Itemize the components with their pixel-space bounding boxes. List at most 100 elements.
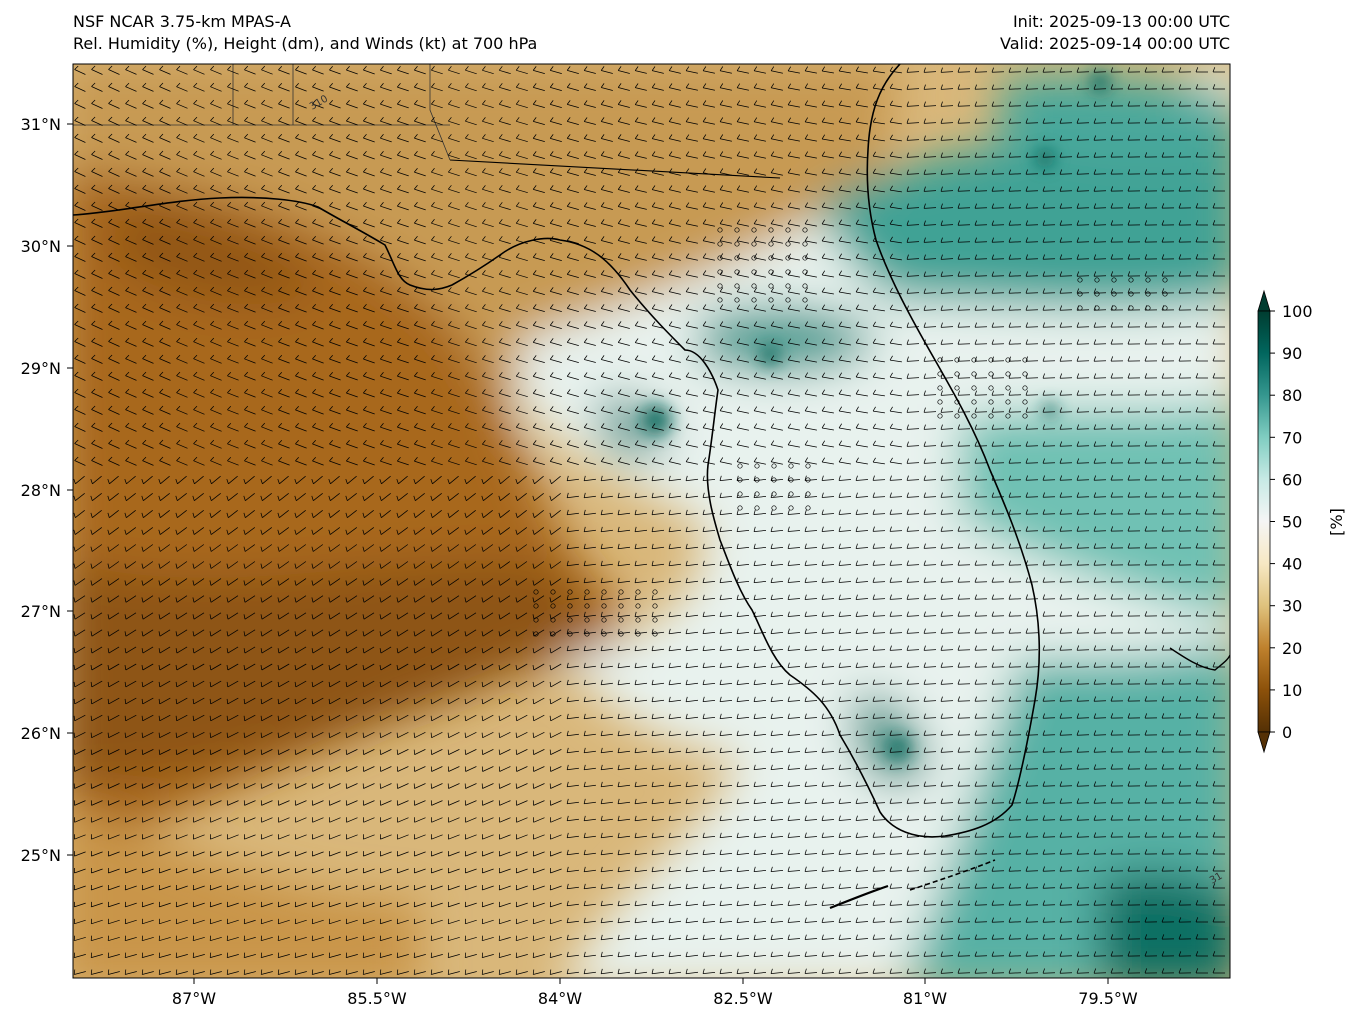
wind-barb <box>532 440 545 448</box>
wind-barb <box>1178 288 1192 294</box>
wind-barb <box>498 134 511 143</box>
wind-barb <box>244 303 256 313</box>
wind-barb <box>804 100 817 108</box>
wind-barb <box>1059 815 1073 821</box>
wind-barb <box>872 253 885 261</box>
wind-barb <box>1059 764 1073 770</box>
wind-barb <box>362 766 375 772</box>
wind-barb <box>74 405 86 415</box>
wind-barb <box>481 952 494 958</box>
wind-barb <box>227 867 239 874</box>
wind-barb <box>617 900 631 907</box>
wind-barb <box>1195 441 1208 447</box>
wind-barb <box>125 201 137 211</box>
wind-barb <box>277 475 289 485</box>
wind-barb <box>1127 696 1141 702</box>
wind-barb <box>362 749 375 755</box>
wind-barb <box>1127 356 1141 362</box>
wind-barb <box>685 934 699 941</box>
wind-barb <box>549 766 562 772</box>
wind-barb <box>974 798 988 804</box>
wind-barb <box>379 493 391 501</box>
wind-barb <box>974 339 988 345</box>
wind-barb <box>906 458 920 464</box>
wind-barb <box>192 918 205 925</box>
wind-barb <box>651 219 664 227</box>
wind-barb <box>821 117 834 125</box>
wind-barb <box>821 798 835 804</box>
wind-barb <box>532 749 545 755</box>
wind-barb <box>991 339 1005 345</box>
wind-barb <box>957 271 971 277</box>
wind-barb <box>889 100 902 108</box>
wind-barb <box>125 133 137 143</box>
wind-barb <box>889 849 903 855</box>
wind-barb <box>736 423 749 431</box>
wind-barb <box>583 832 596 839</box>
wind-barb <box>1178 849 1192 855</box>
wind-barb <box>311 800 324 806</box>
wind-barb <box>1008 509 1022 515</box>
wind-barb <box>498 510 510 518</box>
wind-barb <box>430 884 443 891</box>
wind-barb <box>923 101 937 107</box>
wind-barb <box>142 405 154 415</box>
wind-barb <box>74 834 86 840</box>
wind-barb <box>260 884 273 891</box>
wind-barb <box>448 134 460 143</box>
wind-barb <box>447 766 460 772</box>
wind-barb <box>736 713 750 719</box>
wind-barb <box>1025 254 1039 260</box>
wind-barb <box>838 560 852 566</box>
wind-barb <box>617 934 631 941</box>
wind-barb <box>991 254 1005 260</box>
wind-barb <box>957 866 971 872</box>
wind-barb <box>685 798 699 805</box>
wind-barb <box>1195 101 1208 107</box>
wind-barb <box>209 969 222 975</box>
wind-barb <box>787 423 800 431</box>
wind-barb <box>414 99 426 109</box>
wind-barb <box>685 338 698 346</box>
wind-barb <box>1212 577 1225 583</box>
saturation-marker <box>768 269 774 275</box>
wind-barb <box>1025 628 1039 634</box>
wind-barb <box>311 884 324 891</box>
wind-barb <box>838 253 851 261</box>
wind-barb <box>363 133 375 143</box>
wind-barb <box>1178 934 1192 940</box>
wind-barb <box>634 611 648 618</box>
wind-barb <box>1042 594 1056 600</box>
wind-barb <box>566 134 579 142</box>
wind-barb <box>583 509 596 516</box>
wind-barb <box>872 696 886 702</box>
wind-barb <box>1008 730 1022 736</box>
wind-barb <box>1212 322 1225 328</box>
wind-barb <box>1212 492 1225 498</box>
wind-barb <box>124 800 137 806</box>
wind-barb <box>923 917 937 923</box>
wind-barb <box>617 713 631 720</box>
wind-barb <box>261 817 273 823</box>
wind-barb <box>940 441 954 447</box>
wind-barb <box>889 866 903 872</box>
wind-barb <box>668 577 682 584</box>
wind-barb <box>889 219 902 227</box>
saturation-marker <box>1022 357 1028 363</box>
wind-barb <box>1076 560 1090 566</box>
wind-barb <box>889 900 903 906</box>
wind-barb <box>855 832 869 838</box>
wind-barb <box>1161 84 1175 90</box>
wind-barb <box>702 355 715 363</box>
wind-barb <box>906 390 920 396</box>
wind-barb <box>260 918 273 925</box>
wind-barb <box>1144 203 1158 209</box>
wind-barb <box>1008 781 1022 787</box>
wind-barb <box>1144 237 1158 243</box>
wind-barb <box>787 287 800 295</box>
wind-barb <box>583 372 596 380</box>
wind-barb <box>209 766 222 772</box>
wind-barb <box>464 969 477 975</box>
wind-barb <box>1161 543 1175 549</box>
wind-barb <box>566 628 579 635</box>
